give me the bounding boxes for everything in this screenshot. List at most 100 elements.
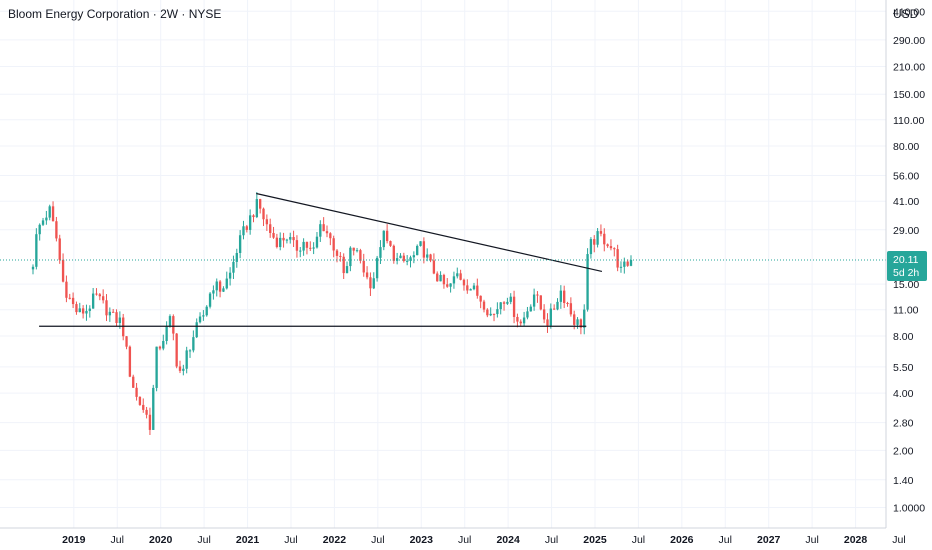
candle-up — [248, 215, 252, 230]
candle-down — [365, 272, 369, 278]
candle-down — [145, 409, 148, 415]
candle-up — [91, 293, 95, 309]
current-price-badge: 20.11 5d 2h — [887, 250, 927, 281]
time-axis[interactable] — [0, 528, 932, 550]
price-tick-label: 56.00 — [893, 170, 919, 182]
time-tick-label: 2027 — [757, 534, 781, 546]
price-tick-label: 210.00 — [893, 61, 925, 73]
candle-down — [329, 233, 332, 239]
candle-up — [215, 281, 218, 291]
candle-up — [556, 301, 559, 310]
candle-down — [569, 303, 573, 315]
price-tick-label: 41.00 — [893, 196, 919, 208]
candle-up — [379, 247, 382, 258]
price-tick-label: 1.40 — [893, 475, 914, 487]
candle-up — [85, 310, 88, 314]
candle-down — [466, 285, 469, 291]
candle-up — [78, 308, 81, 313]
candle-up — [299, 250, 302, 252]
candle-down — [359, 250, 362, 261]
price-tick-label: 80.00 — [893, 141, 919, 153]
time-axis-ticks: 2019 Jul 2020 Jul 2021 Jul 2022 Jul 2023 Jul 2024 J… — [62, 534, 906, 546]
candle-down — [486, 309, 489, 316]
candle-up — [509, 296, 512, 302]
candle-up — [489, 313, 492, 316]
candle-up — [623, 261, 626, 267]
candle-up — [395, 258, 399, 261]
candle-down — [339, 255, 342, 257]
trendline-group — [39, 192, 603, 327]
candlestick-series — [31, 192, 633, 436]
candle-down — [479, 295, 482, 302]
time-tick-label: Jul — [111, 534, 124, 546]
candle-up — [506, 301, 509, 304]
candle-down — [459, 273, 462, 280]
price-badge-background — [887, 250, 927, 281]
candle-up — [289, 237, 292, 240]
price-tick-label: 110.00 — [893, 115, 924, 127]
candle-down — [476, 285, 479, 296]
price-tick-label: 5.50 — [893, 362, 914, 374]
candle-up — [182, 368, 185, 371]
candle-down — [429, 254, 432, 261]
candle-down — [265, 219, 269, 225]
candle-down — [245, 226, 248, 230]
candle-down — [295, 240, 299, 251]
candle-down — [446, 284, 449, 287]
candle-down — [442, 274, 446, 285]
price-tick-label: 2.00 — [893, 445, 914, 457]
candle-up — [168, 316, 172, 326]
candle-down — [432, 260, 436, 274]
candle-down — [322, 224, 325, 232]
candle-up — [312, 247, 315, 249]
candle-down — [75, 304, 78, 313]
candle-up — [88, 308, 91, 311]
candle-down — [546, 319, 549, 326]
time-tick-label: Jul — [371, 534, 384, 546]
candle-up — [416, 245, 419, 256]
candle-down — [51, 206, 55, 222]
candle-up — [35, 234, 38, 267]
time-tick-label: Jul — [284, 534, 297, 546]
time-tick-label: 2028 — [844, 534, 868, 546]
candle-down — [385, 230, 389, 242]
candle-down — [603, 233, 606, 245]
price-tick-label: 8.00 — [893, 331, 914, 343]
candle-down — [142, 404, 145, 410]
time-tick-label: 2020 — [149, 534, 173, 546]
price-tick-label: 2.80 — [893, 418, 914, 430]
candle-down — [626, 261, 629, 266]
candle-down — [342, 256, 345, 274]
candle-down — [573, 314, 576, 325]
candle-down — [148, 414, 152, 430]
candle-down — [125, 336, 128, 347]
candle-down — [492, 313, 496, 315]
candle-down — [272, 232, 275, 238]
candle-up — [526, 311, 529, 318]
bar-countdown-label: 5d 2h — [893, 267, 919, 279]
candle-down — [158, 346, 162, 349]
candle-up — [496, 309, 499, 315]
candle-up — [165, 325, 168, 341]
candle-up — [228, 272, 232, 279]
candle-up — [419, 241, 422, 246]
price-tick-label: 1.0000 — [893, 503, 925, 515]
candle-down — [325, 231, 329, 234]
candle-up — [118, 317, 122, 324]
candle-up — [372, 278, 375, 289]
time-tick-label: 2023 — [410, 534, 434, 546]
candle-up — [529, 306, 532, 312]
candle-up — [452, 276, 456, 284]
candle-up — [586, 254, 589, 310]
candle-down — [563, 290, 566, 303]
candle-up — [532, 294, 536, 307]
candle-down — [539, 295, 542, 310]
candle-down — [606, 244, 609, 247]
candle-down — [616, 249, 619, 268]
candle-up — [162, 340, 165, 349]
time-tick-label: 2025 — [583, 534, 607, 546]
candle-up — [152, 387, 155, 430]
candle-up — [108, 311, 112, 316]
